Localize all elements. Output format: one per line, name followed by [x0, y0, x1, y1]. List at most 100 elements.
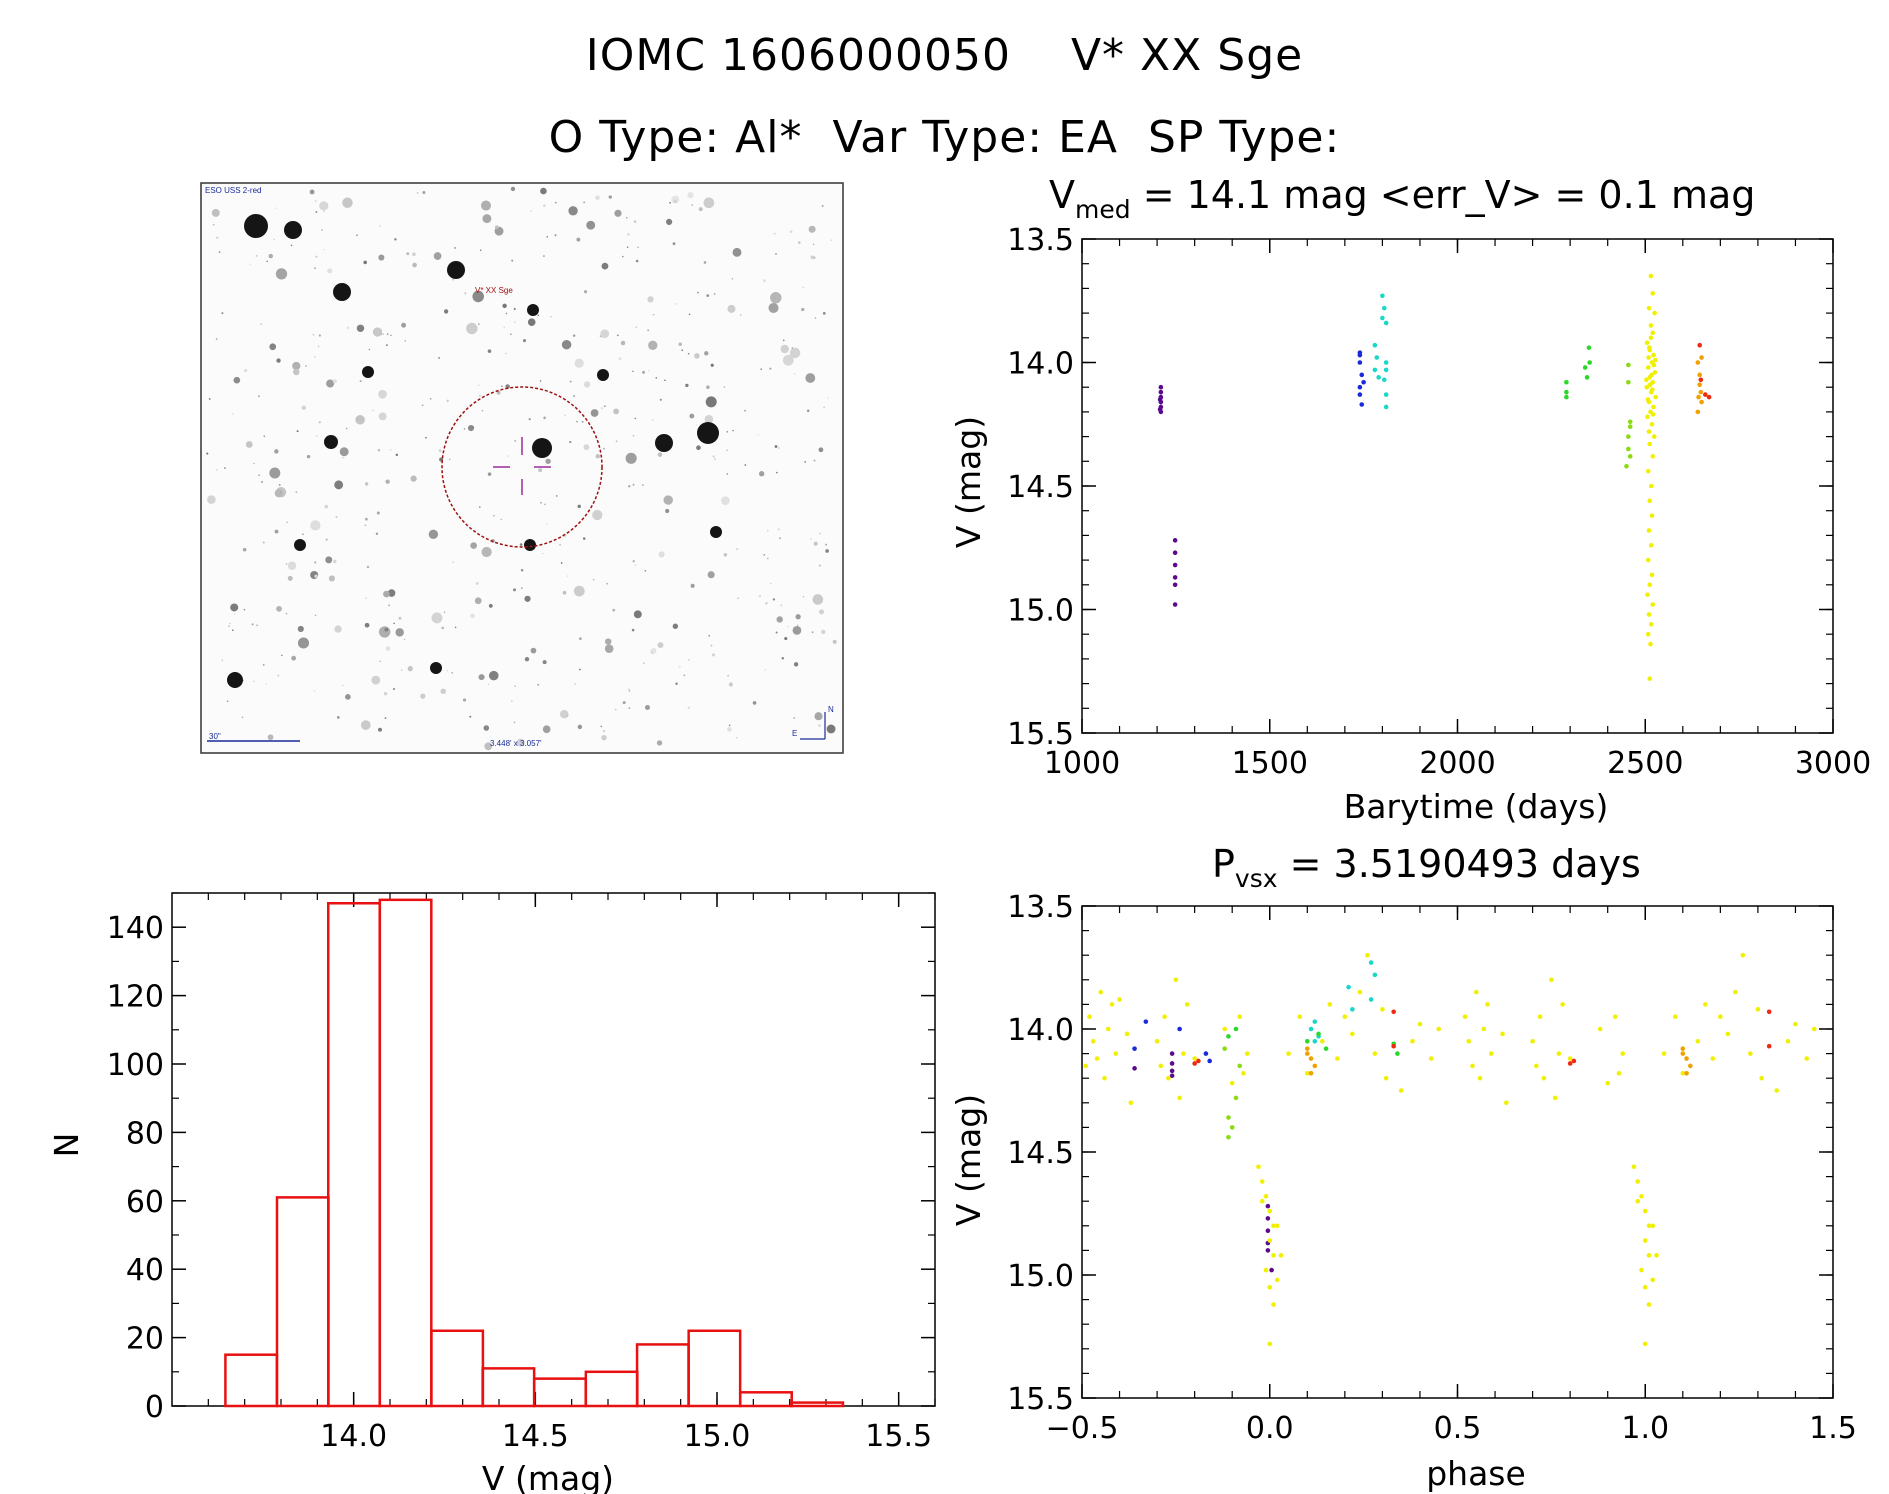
- sky-star: [262, 541, 265, 544]
- histogram-bar: [275, 1196, 330, 1408]
- sky-star: [648, 340, 658, 351]
- sky-star: [383, 590, 390, 598]
- sky-star: [766, 529, 769, 532]
- lightcurve-point: [1649, 513, 1655, 518]
- y-tick-label: 14.0: [1007, 1013, 1074, 1048]
- phaseplot-point: [1417, 1021, 1423, 1027]
- phaseplot-title: Pvsx = 3.5190493 days: [1212, 842, 1641, 893]
- lightcurve-point: [1645, 631, 1651, 637]
- sky-star: [832, 639, 837, 644]
- lightcurve-point: [1647, 345, 1652, 350]
- sky-star: [573, 585, 585, 597]
- sky-star: [462, 698, 467, 702]
- sky-star: [633, 610, 642, 619]
- sky-star: [364, 622, 370, 628]
- lightcurve-point: [1695, 409, 1701, 415]
- sky-star: [325, 538, 328, 541]
- lightcurve-point: [1697, 342, 1702, 348]
- phaseplot-point: [1733, 989, 1738, 995]
- sky-star: [454, 626, 457, 629]
- phaseplot-point: [1143, 1019, 1149, 1024]
- sky-star: [514, 439, 517, 442]
- sky-star: [760, 368, 762, 370]
- sky-star: [723, 386, 726, 388]
- sky-star: [277, 674, 280, 677]
- sky-star: [487, 472, 492, 476]
- sky-bright-star: [527, 304, 539, 316]
- sky-star: [266, 260, 268, 263]
- phaseplot-point: [1244, 1051, 1250, 1056]
- sky-star: [704, 414, 714, 424]
- sky-star: [407, 666, 413, 672]
- phaseplot-point: [1256, 1164, 1261, 1170]
- sky-bright-star: [362, 366, 374, 378]
- sky-star: [371, 409, 375, 412]
- sky-star: [804, 460, 807, 463]
- lightcurve-point: [1652, 370, 1658, 375]
- sky-star: [626, 246, 629, 248]
- phaseplot-point: [1567, 1061, 1573, 1066]
- sky-star: [327, 268, 333, 274]
- y-tick-label: 13.5: [1007, 890, 1074, 925]
- sky-star: [314, 574, 318, 578]
- sky-bright-star: [430, 662, 442, 674]
- sky-star: [628, 485, 631, 488]
- sky-star: [752, 701, 757, 705]
- sky-star: [398, 616, 402, 620]
- sky-star: [608, 195, 612, 199]
- sky-star: [595, 195, 600, 200]
- sky-star: [706, 385, 710, 390]
- sky-star: [478, 674, 485, 681]
- sky-star: [359, 380, 362, 383]
- sky-star: [312, 333, 315, 336]
- phaseplot-point: [1811, 1026, 1817, 1032]
- sky-star: [494, 225, 499, 230]
- sky-star: [576, 237, 581, 242]
- phaseplot-point: [1620, 1051, 1626, 1056]
- sky-star: [292, 361, 301, 371]
- phaseplot-point: [1684, 1056, 1689, 1061]
- sky-star: [469, 715, 472, 718]
- sky-star: [530, 210, 532, 213]
- sky-star: [595, 454, 600, 459]
- phaseplot-panel: Pvsx = 3.5190493 days −0.5 0.0 0.5 1.0 1.5 13…: [949, 842, 1857, 1493]
- phaseplot-point: [1395, 1051, 1400, 1056]
- sky-star: [546, 522, 548, 525]
- lightcurve-point: [1651, 434, 1657, 439]
- sky-star: [395, 628, 404, 637]
- sky-image-panel: ESO USS 2-red V* XX Sge 30" 3.448' x 3.0…: [200, 182, 844, 754]
- sky-star: [342, 197, 353, 208]
- lightcurve-point: [1695, 360, 1701, 365]
- sky-star: [583, 444, 590, 451]
- sky-bright-star: [524, 539, 536, 551]
- sky-star: [690, 583, 695, 588]
- phaseplot-point: [1177, 1095, 1182, 1101]
- sky-star: [573, 394, 576, 397]
- sky-star: [582, 537, 586, 540]
- phaseplot-point: [1500, 1031, 1505, 1037]
- phaseplot-point: [1642, 1341, 1648, 1347]
- sky-star: [776, 616, 783, 623]
- sky-star: [261, 480, 264, 483]
- sky-star: [726, 430, 729, 433]
- sky-star: [215, 338, 218, 340]
- sky-star: [818, 724, 821, 727]
- sky-star: [280, 491, 283, 494]
- phaseplot-point: [1485, 1002, 1490, 1007]
- sky-star: [757, 434, 760, 436]
- phaseplot-point: [1233, 1026, 1239, 1032]
- sky-star: [732, 429, 734, 432]
- sky-star: [655, 377, 658, 379]
- lightcurve-point: [1650, 291, 1656, 296]
- north-label: N: [828, 705, 834, 714]
- phaseplot-point: [1192, 1061, 1197, 1066]
- phaseplot-point: [1346, 984, 1351, 990]
- phaseplot-point: [1481, 1026, 1487, 1032]
- lightcurve-point: [1646, 612, 1652, 617]
- sky-star: [574, 358, 584, 368]
- phaseplot-point: [1759, 1075, 1764, 1081]
- sky-star: [318, 421, 321, 424]
- phaseplot-point: [1785, 1039, 1791, 1044]
- sky-star: [707, 571, 715, 579]
- phaseplot-point: [1286, 1051, 1291, 1056]
